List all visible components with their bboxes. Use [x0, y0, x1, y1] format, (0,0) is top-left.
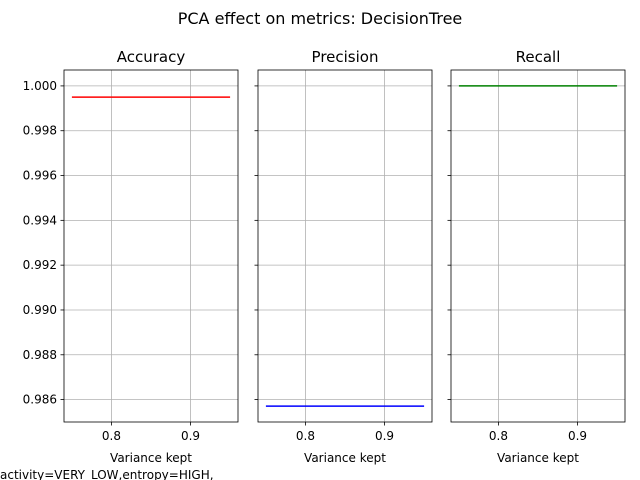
y-tick-label-accuracy-0: 0.986 [23, 393, 57, 407]
footer-text: activity=VERY_LOW,entropy=HIGH, [0, 468, 214, 480]
plot-frame-recall [450, 69, 626, 423]
subplot-title-precision: Precision [312, 48, 379, 66]
x-tick-label-recall-1: 0.9 [568, 429, 587, 443]
y-tick-label-accuracy-1: 0.988 [23, 348, 57, 362]
x-axis-label-recall: Variance kept [497, 451, 579, 465]
y-tick-label-accuracy-6: 0.998 [23, 124, 57, 138]
plot-frame-precision [257, 69, 433, 423]
y-tick-label-accuracy-5: 0.996 [23, 169, 57, 183]
x-tick-label-precision-0: 0.8 [296, 429, 315, 443]
subplots: 0.8 0.9 0.986 0.988 0.990 0.992 0.994 0.996 0.99… [23, 48, 626, 465]
subplot-title-recall: Recall [516, 48, 561, 66]
y-tick-label-accuracy-4: 0.994 [23, 213, 57, 227]
x-tick-label-accuracy-0: 0.8 [102, 429, 121, 443]
y-tick-label-accuracy-2: 0.990 [23, 303, 57, 317]
x-axis-label-precision: Variance kept [304, 451, 386, 465]
x-tick-label-precision-1: 0.9 [375, 429, 394, 443]
plot-frame-accuracy [63, 69, 239, 423]
subplot-recall: 0.8 0.9 Recall Variance kept [447, 48, 626, 465]
y-tick-label-accuracy-7: 1.000 [23, 79, 57, 93]
x-tick-label-recall-0: 0.8 [489, 429, 508, 443]
figure-suptitle: PCA effect on metrics: DecisionTree [178, 9, 463, 28]
subplot-accuracy: 0.8 0.9 0.986 0.988 0.990 0.992 0.994 0.996 0.99… [23, 48, 239, 465]
subplot-title-accuracy: Accuracy [117, 48, 186, 66]
x-axis-label-accuracy: Variance kept [110, 451, 192, 465]
y-tick-label-accuracy-3: 0.992 [23, 258, 57, 272]
x-tick-label-accuracy-1: 0.9 [181, 429, 200, 443]
subplot-precision: 0.8 0.9 Precision Variance kept [254, 48, 433, 465]
